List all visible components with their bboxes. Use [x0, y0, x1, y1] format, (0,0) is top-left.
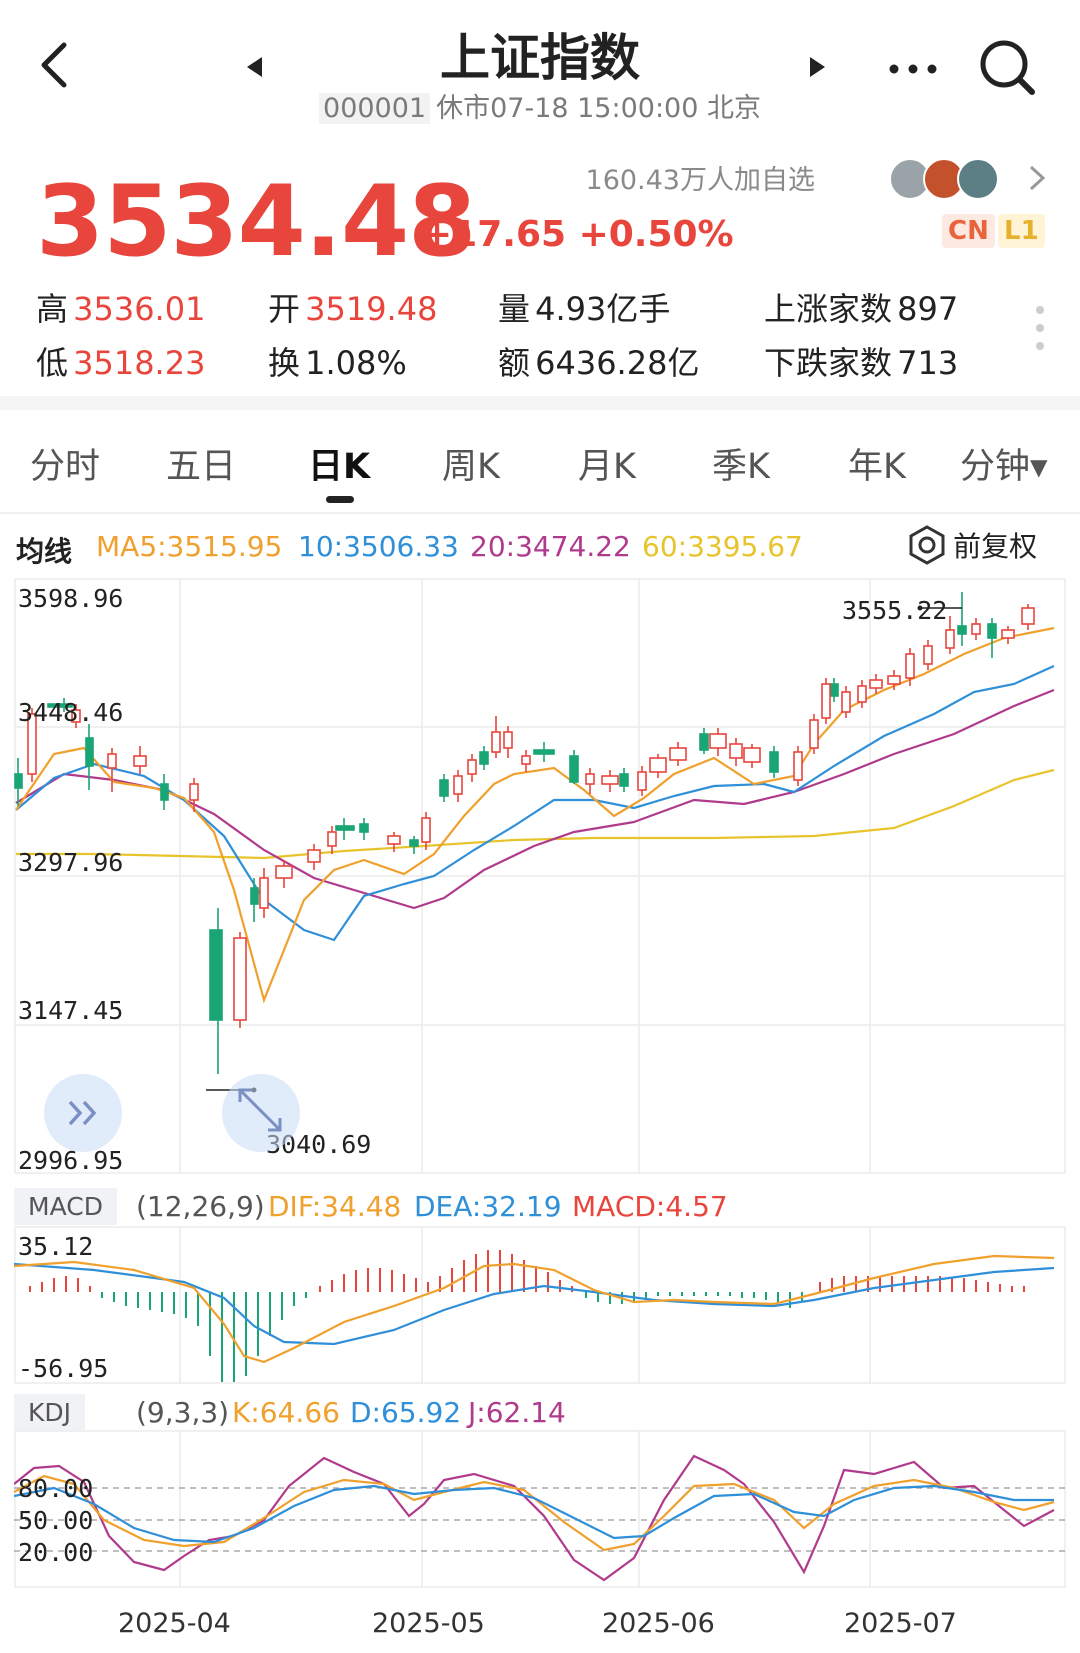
ma20-value: 20:3474.22: [470, 530, 631, 563]
follower-count[interactable]: 160.43万人加自选: [585, 165, 815, 196]
tabs-bottom-border: [0, 512, 1080, 514]
macd-chart[interactable]: [14, 1226, 1066, 1384]
macd-grid: [14, 1226, 1066, 1384]
tab-yearly-k[interactable]: 年K: [848, 447, 906, 487]
y-tick-label: 3297.96: [18, 848, 124, 877]
stat-amount: 额 6436.28亿: [498, 344, 700, 382]
expand-arrows-icon: [238, 1088, 282, 1132]
status-line: 000001 休市07-18 15:00:00 北京: [0, 86, 1080, 125]
x-tick-label: 2025-06: [602, 1608, 715, 1639]
section-divider: [0, 396, 1080, 410]
kdj-chart[interactable]: [14, 1430, 1066, 1588]
macd-dea: DEA:32.19: [414, 1190, 562, 1223]
macd-y-tick: -56.95: [18, 1354, 109, 1383]
y-tick-label: 2996.95: [18, 1146, 124, 1175]
back-icon[interactable]: [36, 40, 76, 90]
kdj-grid: [14, 1430, 1066, 1588]
max-marker-dot: [917, 605, 923, 611]
stat-turnover: 换 1.08%: [268, 344, 407, 382]
stock-code: 000001: [319, 93, 431, 124]
dea-line: [14, 1262, 1055, 1346]
stat-low: 低 3518.23: [36, 344, 206, 382]
x-tick-label: 2025-04: [118, 1608, 231, 1639]
y-tick-label: 3448.46: [18, 698, 124, 727]
more-icon[interactable]: [888, 60, 938, 79]
macd-params: (12,26,9): [136, 1190, 265, 1223]
period-tabs: 分时 五日 日K 周K 月K 季K 年K 分钟▾: [0, 408, 1080, 506]
macd-value: MACD:4.57: [572, 1190, 728, 1223]
kdj-params: (9,3,3): [136, 1396, 230, 1429]
y-tick-label: 3147.45: [18, 996, 124, 1025]
stat-open: 开 3519.48: [268, 290, 438, 328]
next-stock-icon[interactable]: [808, 56, 826, 82]
ma10-value: 10:3506.33: [298, 530, 459, 563]
macd-dif: DIF:34.48: [268, 1190, 402, 1223]
candles: [14, 592, 1035, 1074]
x-tick-label: 2025-05: [372, 1608, 485, 1639]
kdj-k-line: [14, 1474, 1055, 1552]
badge-cn: CN: [942, 214, 995, 248]
expand-sidebar-button[interactable]: [44, 1074, 122, 1152]
kdj-tag[interactable]: KDJ: [14, 1394, 86, 1431]
stat-up-count: 上涨家数 897: [764, 290, 959, 328]
macd-tag[interactable]: MACD: [14, 1188, 117, 1225]
kline-chart[interactable]: [14, 578, 1066, 1174]
tab-monthly-k[interactable]: 月K: [578, 447, 636, 487]
ma60-value: 60:3395.67: [642, 530, 803, 563]
kdj-j-line: [14, 1454, 1055, 1582]
tab-intraday[interactable]: 分时: [30, 447, 101, 487]
vertical-more-icon[interactable]: [1034, 304, 1046, 358]
search-icon[interactable]: [978, 38, 1038, 102]
chevron-right-icon[interactable]: [1028, 164, 1046, 196]
ma10-line: [15, 664, 1055, 942]
kdj-y-tick: 20.00: [18, 1538, 94, 1567]
stat-down-count: 下跌家数 713: [764, 344, 959, 382]
tab-five-day[interactable]: 五日: [166, 447, 237, 487]
kdj-threshold-lines: [14, 1487, 1066, 1552]
current-price: 3534.48: [36, 165, 476, 279]
market-status: 休市07-18 15:00:00 北京: [436, 93, 761, 124]
macd-histogram: [29, 1250, 1025, 1382]
kdj-k: K:64.66: [232, 1396, 340, 1429]
tab-weekly-k[interactable]: 周K: [442, 447, 500, 487]
ma5-value: MA5:3515.95: [96, 530, 283, 563]
price-change: +17.65 +0.50%: [422, 214, 734, 255]
tab-daily-k[interactable]: 日K: [308, 447, 371, 487]
kdj-j: J:62.14: [468, 1396, 566, 1429]
macd-y-tick: 35.12: [18, 1232, 94, 1261]
dif-line: [14, 1254, 1055, 1364]
follower-avatars[interactable]: [888, 155, 1014, 203]
settings-icon: [909, 525, 945, 565]
badge-l1: L1: [998, 214, 1045, 248]
double-chevron-icon: [68, 1100, 97, 1126]
tab-quarterly-k[interactable]: 季K: [712, 447, 770, 487]
tab-minute[interactable]: 分钟▾: [960, 447, 1048, 487]
x-tick-label: 2025-07: [844, 1608, 957, 1639]
y-tick-label: 3598.96: [18, 584, 124, 613]
ma20-line: [15, 688, 1055, 910]
kdj-d: D:65.92: [350, 1396, 462, 1429]
stat-volume: 量 4.93亿手: [498, 290, 671, 328]
chart-grid: [14, 578, 1066, 1174]
fullscreen-button[interactable]: [222, 1074, 300, 1152]
stat-high: 高 3536.01: [36, 290, 206, 328]
kdj-y-tick: 50.00: [18, 1506, 94, 1535]
max-price-label: 3555.22: [842, 596, 948, 625]
kdj-d-line: [14, 1484, 1054, 1544]
page-title: 上证指数: [440, 29, 640, 87]
prev-stock-icon[interactable]: [246, 56, 264, 82]
kdj-y-tick: 80.00: [18, 1474, 94, 1503]
adjust-settings[interactable]: 前复权: [906, 524, 1037, 566]
active-tab-indicator: [326, 496, 354, 503]
ma-label: 均线: [16, 535, 73, 568]
adjust-label: 前复权: [953, 530, 1038, 563]
